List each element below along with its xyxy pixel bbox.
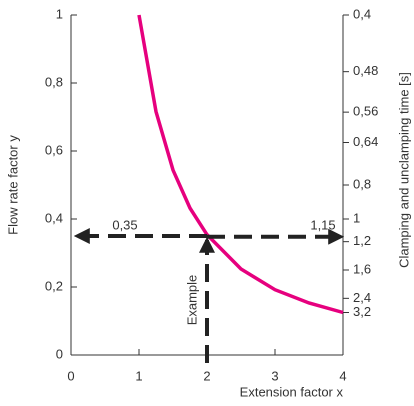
y-tick-label: 1: [56, 6, 63, 21]
example-time-label: 1,15: [310, 217, 335, 232]
y2-tick-label: 0,56: [353, 104, 378, 119]
y-tick-label: 0,8: [45, 74, 63, 89]
y-tick-label: 0,2: [45, 278, 63, 293]
y2-tick-label: 2,4: [353, 290, 371, 305]
y-tick-label: 0,6: [45, 142, 63, 157]
x-tick-label: 2: [203, 368, 210, 383]
example-y-label: 0,35: [112, 217, 137, 232]
y-tick-label: 0: [56, 346, 63, 361]
y2-tick-label: 1: [353, 210, 360, 225]
y2-axis-label: Clamping and unclamping time [s]: [396, 72, 411, 268]
x-axis-label: Extension factor x: [240, 384, 344, 399]
y2-tick-label: 3,2: [353, 304, 371, 319]
y2-tick-label: 0,64: [353, 134, 378, 149]
y2-tick-label: 1,6: [353, 261, 371, 276]
x-tick-label: 3: [271, 368, 278, 383]
y2-tick-label: 0,48: [353, 63, 378, 78]
x-tick-label: 0: [67, 368, 74, 383]
y2-tick-label: 1,2: [353, 233, 371, 248]
x-tick-label: 4: [339, 368, 346, 383]
y-tick-label: 0,4: [45, 210, 63, 225]
y2-tick-label: 0,4: [353, 6, 371, 21]
curve: [137, 14, 344, 315]
example-label: Example: [184, 275, 199, 326]
y2-tick-label: 0,8: [353, 176, 371, 191]
y-axis-label: Flow rate factor y: [5, 135, 20, 235]
x-tick-label: 1: [135, 368, 142, 383]
